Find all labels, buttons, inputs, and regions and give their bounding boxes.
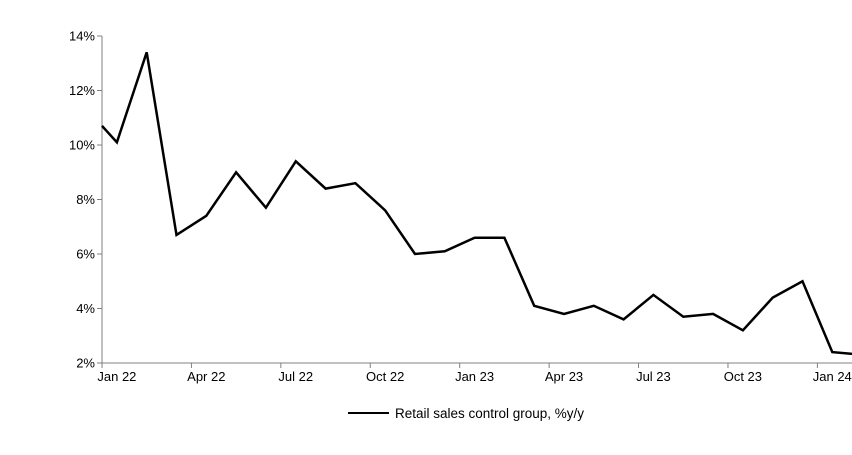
series-line-retail-sales-control-group	[101, 51, 852, 356]
y-axis-tick-label: 14%	[69, 29, 95, 44]
x-axis-tick-label: Apr 23	[545, 369, 583, 384]
y-axis-tick-label: 6%	[76, 247, 95, 262]
y-axis-tick-label: 8%	[76, 192, 95, 207]
x-axis-tick-label: Oct 23	[724, 369, 762, 384]
line-chart-canvas: 2% 4% 6% 8% 10% 12% 14% Jan 22 Apr 22 Jul 22 Oct 2…	[69, 29, 852, 384]
legend-line-sample-icon	[347, 412, 389, 414]
y-axis-tick-label: 10%	[69, 138, 95, 153]
x-axis-tick-label: Jan 24	[813, 369, 852, 384]
x-axis-tick-label: Oct 22	[366, 369, 404, 384]
x-axis-tick-label: Jan 23	[455, 369, 494, 384]
y-axis-tick-label: 2%	[76, 356, 95, 371]
retail-sales-line-chart: 2% 4% 6% 8% 10% 12% 14% Jan 22 Apr 22 Jul 22 Oct 2…	[40, 16, 852, 439]
x-axis-tick-label: Jul 22	[278, 369, 313, 384]
y-axis-tick-label: 12%	[69, 83, 95, 98]
x-axis-tick-label: Apr 22	[187, 369, 225, 384]
legend-series-label: Retail sales control group, %y/y	[394, 405, 585, 421]
chart-legend: Retail sales control group, %y/y	[40, 404, 852, 422]
x-axis-tick-label: Jul 23	[636, 369, 671, 384]
y-axis-tick-label: 4%	[76, 301, 95, 316]
x-axis-tick-label: Jan 22	[97, 369, 136, 384]
